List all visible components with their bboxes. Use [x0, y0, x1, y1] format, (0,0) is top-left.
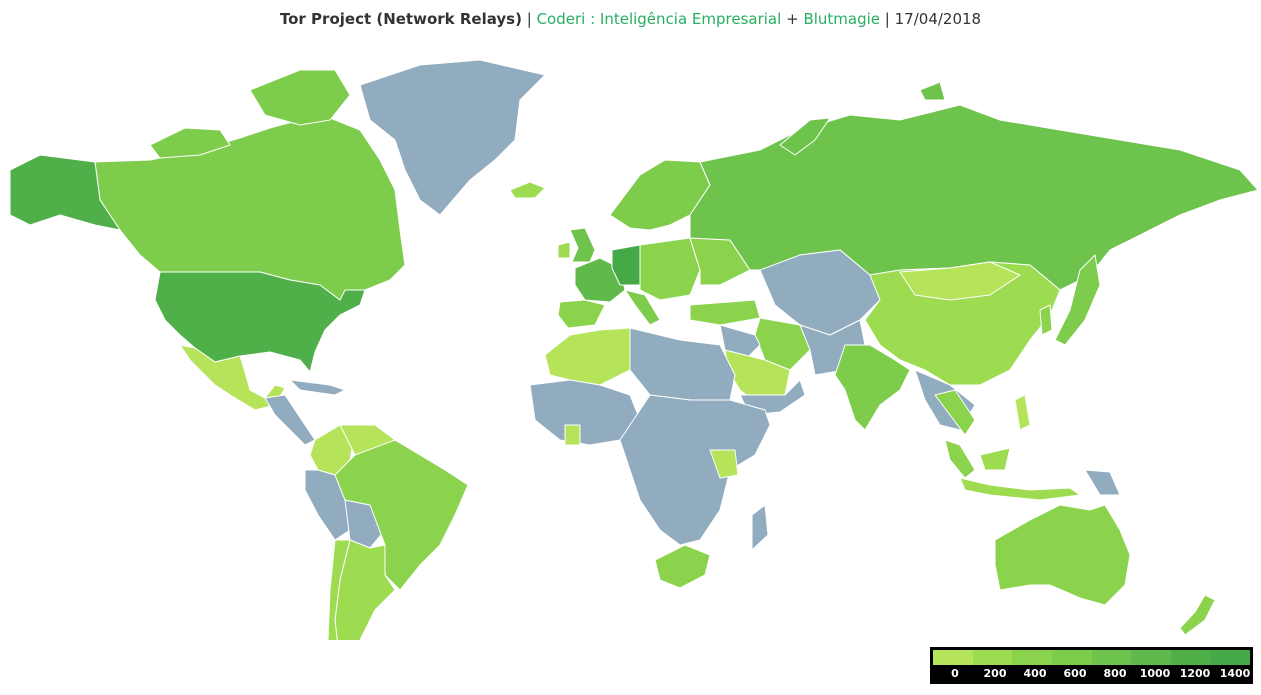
legend-tick-label: 1000	[1139, 667, 1171, 680]
color-legend: 0 200 400 600 800 1000 1200 1400	[930, 647, 1253, 684]
country-korea[interactable]	[1039, 304, 1053, 336]
country-ireland[interactable]	[557, 241, 571, 259]
country-chile[interactable]	[327, 539, 351, 640]
legend-swatch	[1131, 650, 1171, 665]
legend-swatch	[1012, 650, 1052, 665]
region-central-america[interactable]	[264, 394, 316, 446]
legend-tick-label: 1400	[1219, 667, 1251, 680]
country-mexico[interactable]	[179, 344, 286, 411]
country-turkey[interactable]	[689, 299, 761, 326]
legend-swatch	[933, 650, 973, 665]
legend-tick-label: 0	[951, 667, 959, 680]
region-caribbean[interactable]	[289, 379, 346, 396]
country-malaysia[interactable]	[944, 439, 976, 479]
region-north-africa[interactable]	[629, 327, 736, 401]
country-philippines[interactable]	[1014, 394, 1031, 431]
legend-swatch	[972, 650, 1013, 665]
country-iceland[interactable]	[509, 181, 546, 199]
country-australia[interactable]	[994, 504, 1131, 606]
country-brazil[interactable]	[334, 439, 469, 591]
legend-ticks: 0 200 400 600 800 1000 1200 1400	[933, 667, 1250, 681]
legend-swatch	[1170, 650, 1211, 665]
legend-tick-label: 200	[983, 667, 1007, 680]
world-map	[9, 59, 1259, 640]
country-ghana[interactable]	[564, 424, 581, 446]
legend-tick-label: 800	[1103, 667, 1127, 680]
legend-swatch	[1210, 650, 1250, 665]
legend-swatch	[1091, 650, 1132, 665]
country-greenland[interactable]	[359, 59, 546, 216]
country-india[interactable]	[834, 344, 911, 431]
country-japan[interactable]	[1054, 254, 1101, 346]
country-spain-portugal[interactable]	[557, 299, 606, 329]
country-morocco-algeria[interactable]	[544, 327, 641, 386]
country-mongolia[interactable]	[899, 261, 1021, 301]
title-plus: +	[786, 10, 799, 28]
country-papua-new-guinea[interactable]	[1084, 469, 1121, 496]
country-usa[interactable]	[154, 271, 366, 373]
credit-blutmagie-link[interactable]: Blutmagie	[803, 10, 881, 28]
country-new-zealand[interactable]	[1179, 594, 1216, 636]
title-separator: |	[526, 10, 532, 28]
country-canada-arctic-islands[interactable]	[149, 69, 351, 159]
country-russia-arctic-islands[interactable]	[779, 81, 946, 156]
country-south-africa[interactable]	[654, 544, 711, 589]
country-alaska-us[interactable]	[9, 154, 121, 231]
legend-tick-label: 1200	[1179, 667, 1211, 680]
credit-coderi-link[interactable]: Coderi : Inteligência Empresarial	[536, 10, 782, 28]
country-uk[interactable]	[569, 227, 596, 263]
legend-color-bar	[933, 650, 1250, 665]
region-central-europe[interactable]	[639, 237, 701, 301]
legend-tick-label: 400	[1023, 667, 1047, 680]
country-indonesia[interactable]	[959, 447, 1081, 501]
title-separator-2: |	[884, 10, 890, 28]
legend-swatch	[1051, 650, 1092, 665]
legend-tick-label: 600	[1063, 667, 1087, 680]
country-kenya[interactable]	[709, 449, 739, 479]
country-madagascar[interactable]	[751, 504, 769, 551]
title-text: Tor Project (Network Relays)	[279, 10, 522, 28]
country-thailand-vietnam[interactable]	[934, 389, 976, 436]
title-date: 17/04/2018	[894, 10, 982, 28]
region-central-africa[interactable]	[619, 394, 771, 546]
country-canada[interactable]	[94, 117, 406, 301]
map-title: Tor Project (Network Relays) | Coderi : …	[0, 10, 1261, 28]
country-russia[interactable]	[689, 104, 1259, 291]
country-italy[interactable]	[624, 289, 661, 326]
country-kazakhstan-central-asia[interactable]	[759, 249, 881, 336]
